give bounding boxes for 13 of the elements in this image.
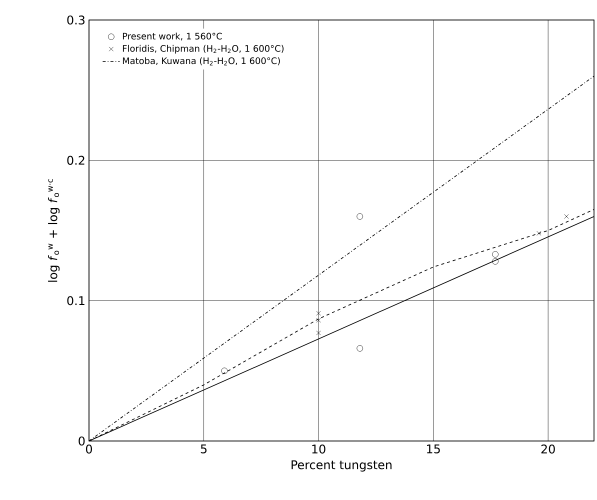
y-tick-label: 0: [78, 436, 85, 446]
y-tick-label: 0.1: [67, 296, 84, 306]
y-tick-label: 0.2: [67, 156, 84, 165]
x-axis-title: Percent tungsten: [292, 460, 392, 472]
legend-label: Floridis, Chipman (H$_{2}$-H$_{2}$O, 1 600°C): [122, 44, 284, 54]
x-tick-label: 5: [200, 444, 207, 454]
x-tick-label: 15: [427, 444, 440, 454]
x-tick-label: 0: [86, 444, 92, 454]
x-tick-label: 10: [312, 444, 326, 454]
y-tick-label: 0.3: [67, 15, 85, 25]
legend-label: Present work, 1 560°C: [122, 32, 222, 40]
x-tick-label: 20: [541, 444, 555, 454]
legend-label: Matoba, Kuwana (H$_{2}$-H$_{2}$O, 1 600°C): [122, 57, 280, 66]
